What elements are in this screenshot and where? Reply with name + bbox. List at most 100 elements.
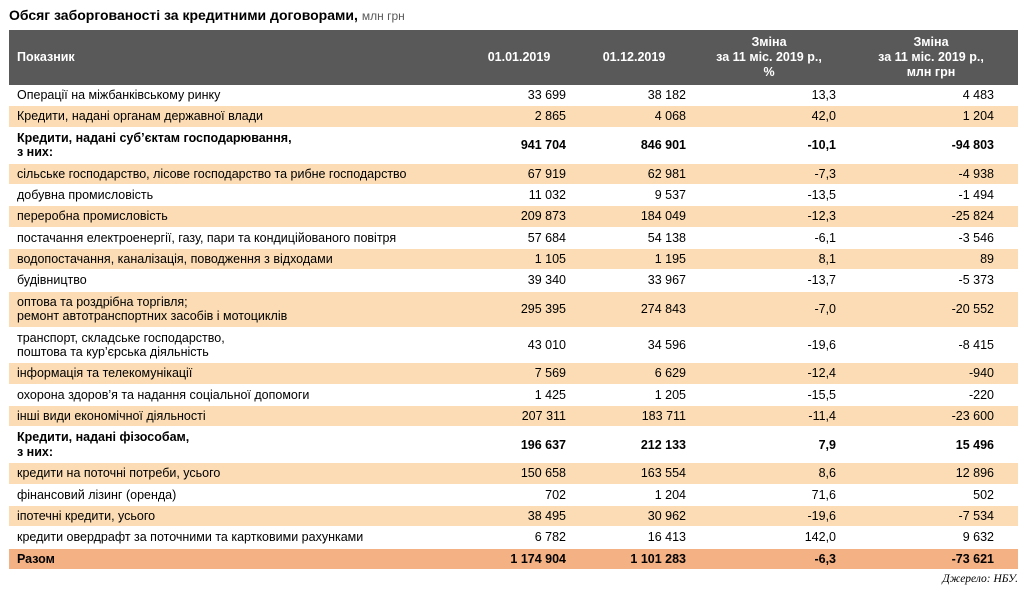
row-value: 62 981 — [574, 163, 694, 185]
row-value: 212 133 — [574, 426, 694, 464]
table-row: Разом 1 174 904 1 101 283 -6,3 -73 621 — [9, 548, 1018, 571]
row-value: -73 621 — [844, 548, 1018, 571]
credit-debt-table: Показник 01.01.2019 01.12.2019 Зміна за … — [9, 30, 1018, 571]
row-value: 150 658 — [464, 462, 574, 485]
row-value: -15,5 — [694, 384, 844, 407]
row-value: 142,0 — [694, 526, 844, 549]
row-value: 502 — [844, 484, 1018, 506]
row-indicator: інформація та телекомунікації — [9, 362, 464, 385]
row-indicator: кредити на поточні потреби, усього — [9, 462, 464, 485]
row-value: 71,6 — [694, 484, 844, 506]
row-value: 274 843 — [574, 291, 694, 328]
row-value: 1 195 — [574, 248, 694, 271]
row-indicator: водопостачання, каналізація, поводження … — [9, 248, 464, 271]
row-value: 209 873 — [464, 205, 574, 228]
row-value: 7 569 — [464, 362, 574, 385]
table-row: постачання електроенергії, газу, пари та… — [9, 227, 1018, 250]
row-indicator: іпотечні кредити, усього — [9, 505, 464, 528]
row-indicator: Кредити, надані фізособам, з них: — [9, 426, 464, 464]
row-value: 4 483 — [844, 85, 1018, 107]
row-value: 846 901 — [574, 127, 694, 164]
table-row: іпотечні кредити, усього 38 495 30 962 -19,… — [9, 505, 1018, 528]
header-change-percent: Зміна за 11 міс. 2019 р., % — [694, 30, 844, 85]
row-indicator: переробна промисловість — [9, 205, 464, 228]
row-indicator: оптова та роздрібна торгівля; ремонт авт… — [9, 291, 464, 328]
row-value: 39 340 — [464, 269, 574, 292]
header-indicator: Показник — [9, 30, 464, 85]
row-indicator: Разом — [9, 548, 464, 571]
table-row: оптова та роздрібна торгівля; ремонт авт… — [9, 291, 1018, 328]
row-value: -12,3 — [694, 205, 844, 228]
row-value: 183 711 — [574, 405, 694, 428]
row-value: 34 596 — [574, 327, 694, 364]
row-indicator: охорона здоров’я та надання соціальної д… — [9, 384, 464, 407]
table-row: кредити овердрафт за поточними та картко… — [9, 526, 1018, 549]
row-value: 163 554 — [574, 462, 694, 485]
row-value: -10,1 — [694, 127, 844, 164]
row-value: 9 537 — [574, 184, 694, 207]
table-row: інші види економічної діяльності 207 311 1… — [9, 405, 1018, 428]
table-body: Операції на міжбанківському ринку 33 699 3… — [9, 85, 1018, 571]
table-row: добувна промисловість 11 032 9 537 -13,5 -1 … — [9, 184, 1018, 207]
table-row: Кредити, надані органам державної влади 2… — [9, 105, 1018, 128]
row-indicator: Кредити, надані суб’єктам господарювання… — [9, 127, 464, 164]
row-value: 33 699 — [464, 85, 574, 107]
table-row: транспорт, складське господарство, пошто… — [9, 327, 1018, 364]
row-value: -7 534 — [844, 505, 1018, 528]
row-value: 67 919 — [464, 163, 574, 185]
row-value: 207 311 — [464, 405, 574, 428]
row-value: 12 896 — [844, 462, 1018, 485]
row-value: 30 962 — [574, 505, 694, 528]
table-row: інформація та телекомунікації 7 569 6 629 -… — [9, 362, 1018, 385]
row-indicator: транспорт, складське господарство, пошто… — [9, 327, 464, 364]
row-value: 184 049 — [574, 205, 694, 228]
row-value: -94 803 — [844, 127, 1018, 164]
header-date-01-01: 01.01.2019 — [464, 30, 574, 85]
row-value: -5 373 — [844, 269, 1018, 292]
row-value: 1 204 — [844, 105, 1018, 128]
row-value: -25 824 — [844, 205, 1018, 228]
header-row: Показник 01.01.2019 01.12.2019 Зміна за … — [9, 30, 1018, 85]
table-row: кредити на поточні потреби, усього 150 65… — [9, 462, 1018, 485]
row-value: -6,1 — [694, 227, 844, 250]
row-value: -19,6 — [694, 505, 844, 528]
header-change-mln: Зміна за 11 міс. 2019 р., млн грн — [844, 30, 1018, 85]
source-note: Джерело: НБУ. — [942, 573, 1018, 585]
row-value: 16 413 — [574, 526, 694, 549]
row-value: 1 174 904 — [464, 548, 574, 571]
table-row: охорона здоров’я та надання соціальної д… — [9, 384, 1018, 407]
row-value: 1 425 — [464, 384, 574, 407]
table-row: сільське господарство, лісове господарст… — [9, 163, 1018, 185]
row-value: -13,7 — [694, 269, 844, 292]
row-value: -6,3 — [694, 548, 844, 571]
row-value: 54 138 — [574, 227, 694, 250]
table-row: фінансовий лізинг (оренда) 702 1 204 71,6 50… — [9, 484, 1018, 506]
row-indicator: добувна промисловість — [9, 184, 464, 207]
table-row: будівництво 39 340 33 967 -13,7 -5 373 — [9, 269, 1018, 292]
row-value: 1 105 — [464, 248, 574, 271]
row-indicator: кредити овердрафт за поточними та картко… — [9, 526, 464, 549]
row-value: -3 546 — [844, 227, 1018, 250]
table-row: переробна промисловість 209 873 184 049 -12… — [9, 205, 1018, 228]
table-row: водопостачання, каналізація, поводження … — [9, 248, 1018, 271]
title-unit: млн грн — [361, 9, 405, 23]
row-value: 2 865 — [464, 105, 574, 128]
row-value: -11,4 — [694, 405, 844, 428]
row-value: 1 101 283 — [574, 548, 694, 571]
row-value: -4 938 — [844, 163, 1018, 185]
row-value: -13,5 — [694, 184, 844, 207]
row-value: 89 — [844, 248, 1018, 271]
table-row: Операції на міжбанківському ринку 33 699 3… — [9, 85, 1018, 107]
row-value: 15 496 — [844, 426, 1018, 464]
row-value: -1 494 — [844, 184, 1018, 207]
row-value: 702 — [464, 484, 574, 506]
row-value: 6 629 — [574, 362, 694, 385]
row-value: 33 967 — [574, 269, 694, 292]
page-title: Обсяг заборгованості за кредитними догов… — [9, 7, 1018, 23]
row-value: -940 — [844, 362, 1018, 385]
row-value: -7,0 — [694, 291, 844, 328]
row-value: 196 637 — [464, 426, 574, 464]
row-indicator: будівництво — [9, 269, 464, 292]
title-text: Обсяг заборгованості за кредитними догов… — [9, 7, 358, 23]
row-value: 43 010 — [464, 327, 574, 364]
